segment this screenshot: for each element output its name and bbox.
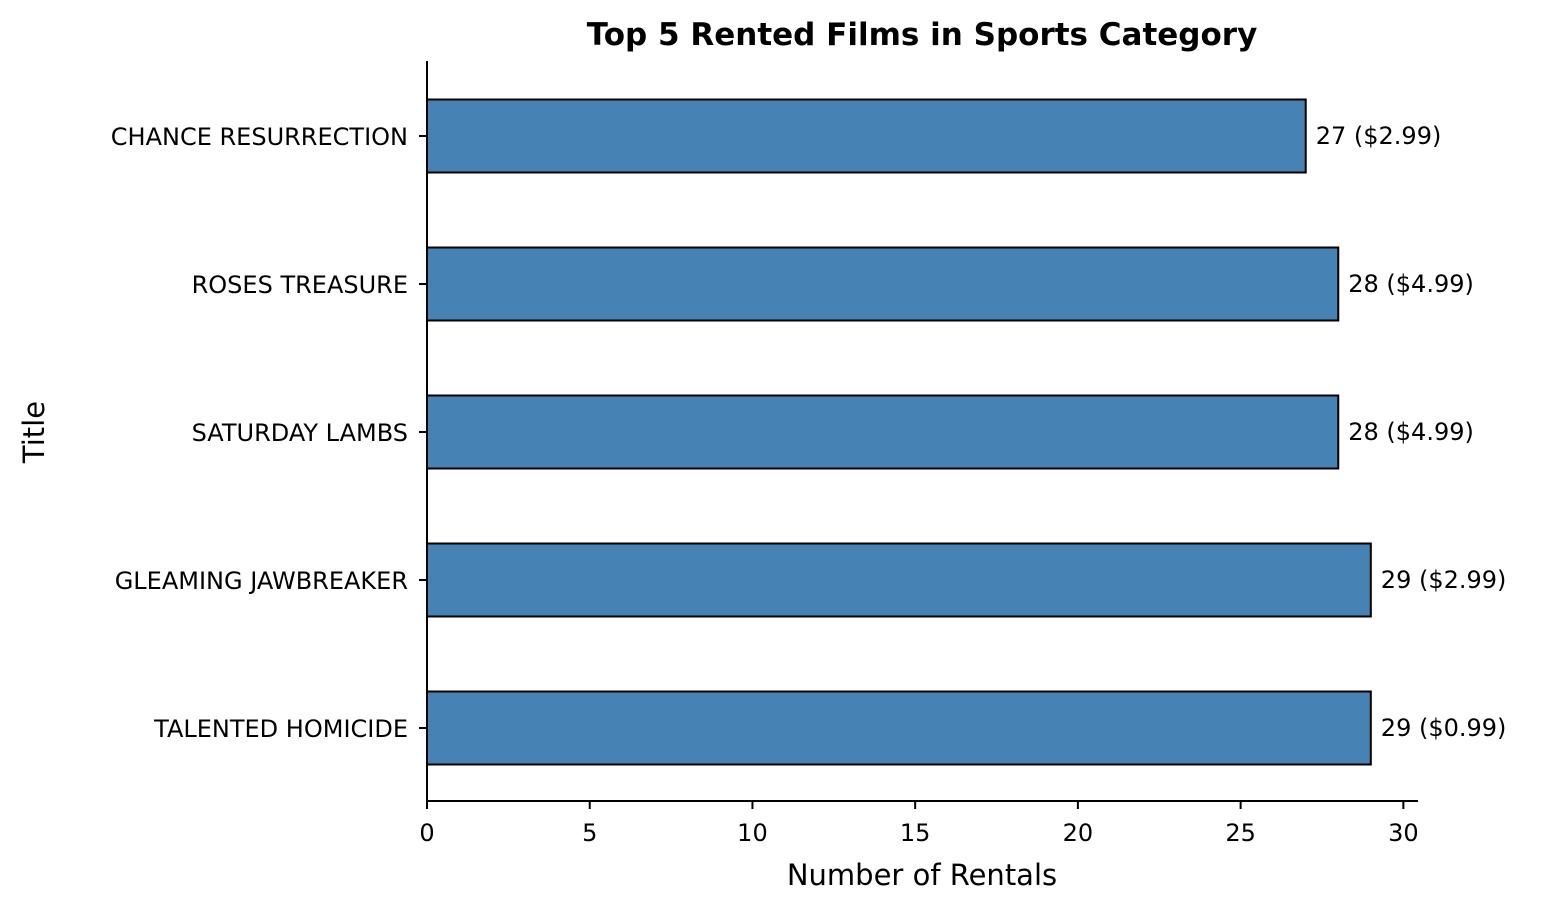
x-tick-label: 15 [900, 819, 931, 847]
bar [426, 394, 1340, 470]
bar-value-label: 27 ($2.99) [1316, 122, 1442, 150]
bar-labels-group: 27 ($2.99) 28 ($4.99) 28 ($4.99) 29 ($2.99)… [1316, 122, 1507, 742]
x-tick-label: 30 [1388, 819, 1419, 847]
y-axis-label: Title [17, 401, 51, 464]
x-tick-label: 5 [582, 819, 597, 847]
y-tick-label: SATURDAY LAMBS [192, 419, 408, 447]
x-axis-ticks: 0 5 10 15 20 25 30 [419, 801, 1419, 847]
bar [426, 98, 1307, 174]
bar [426, 690, 1372, 766]
y-tick-label: ROSES TREASURE [192, 271, 408, 299]
chart-title: Top 5 Rented Films in Sports Category [587, 17, 1258, 53]
bar [426, 542, 1372, 618]
bar-value-label: 28 ($4.99) [1348, 418, 1474, 446]
bar-value-label: 29 ($2.99) [1381, 566, 1507, 594]
y-tick-label: GLEAMING JAWBREAKER [115, 567, 408, 595]
y-tick-label: TALENTED HOMICIDE [153, 715, 408, 743]
x-tick-label: 0 [419, 819, 434, 847]
bar-value-label: 28 ($4.99) [1348, 270, 1474, 298]
x-axis-label: Number of Rentals [787, 858, 1057, 892]
x-tick-label: 20 [1063, 819, 1094, 847]
x-tick-label: 10 [737, 819, 768, 847]
x-tick-label: 25 [1225, 819, 1256, 847]
bars-group [426, 98, 1372, 766]
y-tick-label: CHANCE RESURRECTION [111, 123, 408, 151]
y-axis-ticks: CHANCE RESURRECTION ROSES TREASURE SATURDA… [111, 123, 427, 743]
bar [426, 246, 1340, 322]
bar-value-label: 29 ($0.99) [1381, 714, 1507, 742]
